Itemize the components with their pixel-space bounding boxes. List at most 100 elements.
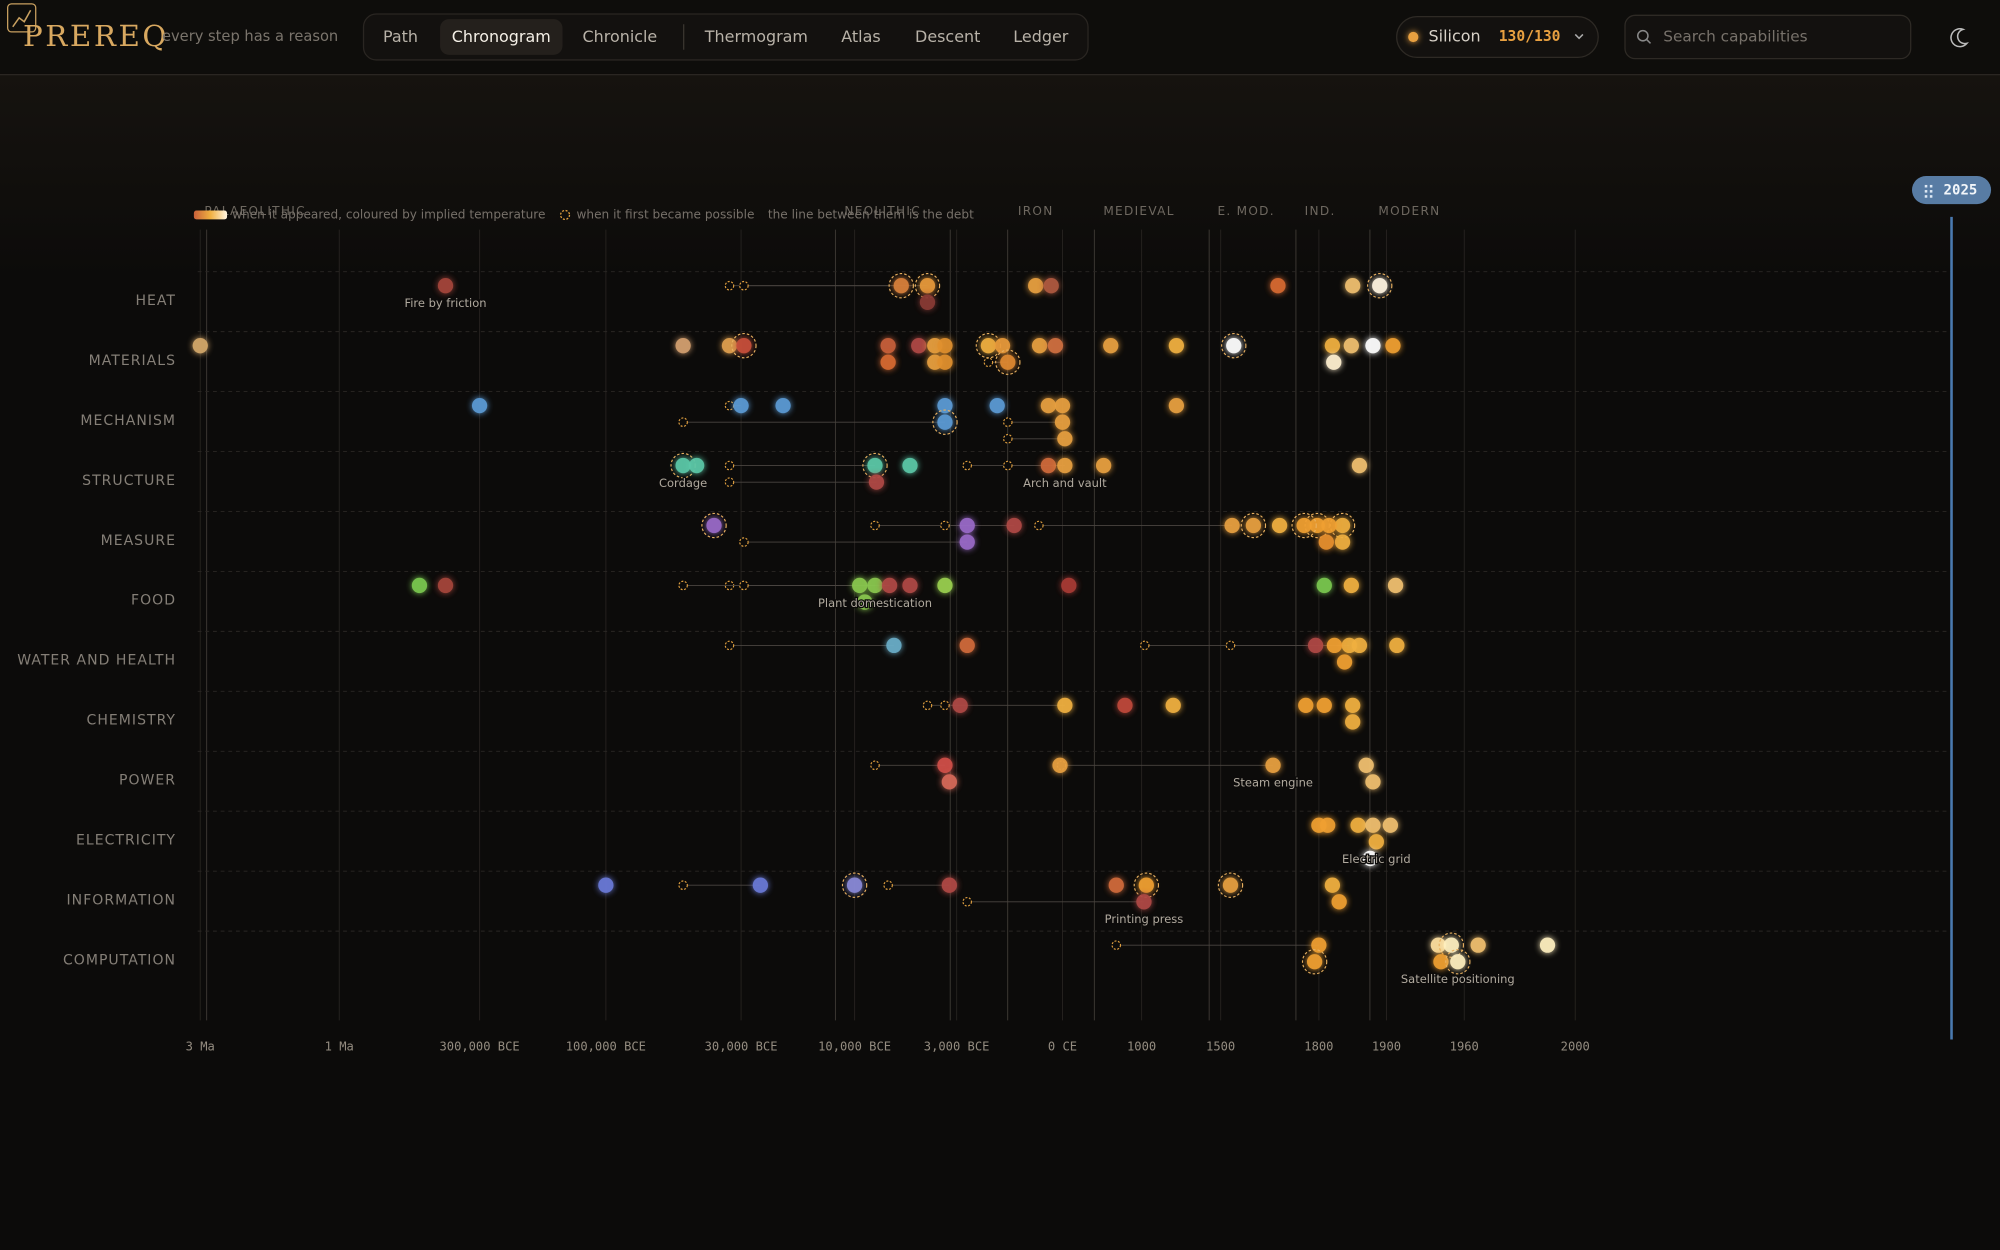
capability-dot[interactable] xyxy=(1443,937,1459,953)
nav-tab[interactable]: Path xyxy=(383,27,418,46)
nav-tab[interactable]: Chronogram xyxy=(452,27,551,46)
capability-dot[interactable] xyxy=(902,577,918,594)
nav-tab[interactable]: Ledger xyxy=(1013,27,1068,46)
chevron-icon[interactable] xyxy=(1574,33,1584,40)
active-tab-bg[interactable] xyxy=(440,19,563,55)
capability-dot[interactable] xyxy=(980,338,997,354)
capability-dot[interactable] xyxy=(1040,397,1057,414)
capability-dot[interactable] xyxy=(1326,354,1342,370)
capability-dot[interactable] xyxy=(775,397,791,414)
capability-dot[interactable] xyxy=(437,278,454,294)
capability-dot[interactable] xyxy=(1006,517,1022,534)
capability-dot[interactable] xyxy=(471,397,488,414)
capability-dot[interactable] xyxy=(706,517,722,534)
capability-dot[interactable] xyxy=(1224,517,1240,534)
capability-dot[interactable] xyxy=(1057,697,1073,714)
capability-dot[interactable] xyxy=(852,577,868,594)
capability-dot[interactable] xyxy=(941,877,957,893)
capability-dot[interactable] xyxy=(733,397,749,414)
capability-dot[interactable] xyxy=(1331,894,1347,910)
capability-dot[interactable] xyxy=(411,577,428,594)
capability-dot[interactable] xyxy=(994,338,1011,354)
capability-dot[interactable] xyxy=(1136,894,1152,910)
capability-dot[interactable] xyxy=(1343,577,1359,594)
capability-dot[interactable] xyxy=(937,397,953,414)
capability-dot[interactable] xyxy=(1270,278,1286,294)
capability-dot[interactable] xyxy=(868,474,885,490)
nav-tab[interactable]: Descent xyxy=(915,27,980,46)
capability-dot[interactable] xyxy=(675,338,691,354)
capability-dot[interactable] xyxy=(1057,431,1073,447)
capability-dot[interactable] xyxy=(1345,714,1361,730)
capability-dot[interactable] xyxy=(1318,534,1334,550)
capability-dot[interactable] xyxy=(1138,877,1154,893)
nav-tab[interactable]: Atlas xyxy=(841,27,880,46)
capability-dot[interactable] xyxy=(1043,278,1059,294)
capability-dot[interactable] xyxy=(867,577,883,594)
capability-dot[interactable] xyxy=(1117,697,1133,714)
capability-dot[interactable] xyxy=(1450,954,1466,970)
capability-dot[interactable] xyxy=(688,457,705,474)
capability-dot[interactable] xyxy=(1358,757,1374,773)
capability-dot[interactable] xyxy=(1385,338,1401,354)
capability-dot[interactable] xyxy=(1226,338,1242,354)
capability-dot[interactable] xyxy=(1350,817,1366,833)
capability-dot[interactable] xyxy=(1345,697,1361,714)
capability-dot[interactable] xyxy=(437,577,454,594)
capability-dot[interactable] xyxy=(1389,637,1405,654)
capability-dot[interactable] xyxy=(1108,877,1124,893)
capability-dot[interactable] xyxy=(1343,338,1359,354)
capability-dot[interactable] xyxy=(1165,697,1181,714)
nav-tab[interactable]: Thermogram xyxy=(704,27,808,46)
capability-dot[interactable] xyxy=(881,577,898,594)
capability-dot[interactable] xyxy=(1430,937,1447,953)
capability-dot[interactable] xyxy=(721,338,738,354)
capability-dot[interactable] xyxy=(1336,654,1353,670)
capability-dot[interactable] xyxy=(736,338,752,354)
capability-dot[interactable] xyxy=(598,877,614,893)
capability-dot[interactable] xyxy=(192,338,208,354)
capability-dot[interactable] xyxy=(1365,774,1381,790)
capability-dot[interactable] xyxy=(1351,457,1368,474)
capability-dot[interactable] xyxy=(1306,954,1323,970)
capability-dot[interactable] xyxy=(989,397,1005,414)
capability-dot[interactable] xyxy=(1057,457,1073,474)
capability-dot[interactable] xyxy=(1245,517,1262,534)
capability-dot[interactable] xyxy=(880,354,896,370)
capability-dot[interactable] xyxy=(1345,278,1361,294)
capability-dot[interactable] xyxy=(1320,817,1336,833)
capability-dot[interactable] xyxy=(1309,517,1325,534)
capability-dot[interactable] xyxy=(1168,397,1185,414)
capability-dot[interactable] xyxy=(1334,534,1351,550)
capability-dot[interactable] xyxy=(937,414,953,430)
capability-dot[interactable] xyxy=(911,338,927,354)
capability-dot[interactable] xyxy=(1000,354,1016,370)
capability-dot[interactable] xyxy=(1362,850,1378,867)
capability-dot[interactable] xyxy=(1040,457,1057,474)
capability-dot[interactable] xyxy=(1334,517,1351,534)
capability-dot[interactable] xyxy=(1052,757,1068,773)
capability-dot[interactable] xyxy=(1222,877,1239,893)
nav-tab[interactable]: Chronicle xyxy=(583,27,658,46)
capability-dot[interactable] xyxy=(1028,278,1044,294)
capability-dot[interactable] xyxy=(959,637,975,654)
capability-dot[interactable] xyxy=(1351,637,1368,654)
capability-dot[interactable] xyxy=(1047,338,1064,354)
capability-dot[interactable] xyxy=(937,338,953,354)
capability-dot[interactable] xyxy=(959,534,975,550)
scope-count[interactable]: 130/130 xyxy=(1499,28,1561,45)
search-box[interactable] xyxy=(1624,14,1912,60)
capability-dot[interactable] xyxy=(959,517,975,534)
capability-dot[interactable] xyxy=(893,278,909,294)
capability-dot[interactable] xyxy=(846,877,863,893)
capability-dot[interactable] xyxy=(937,354,953,370)
capability-dot[interactable] xyxy=(919,278,936,294)
capability-dot[interactable] xyxy=(1103,338,1119,354)
capability-dot[interactable] xyxy=(1265,757,1281,773)
capability-dot[interactable] xyxy=(1307,637,1324,654)
capability-dot[interactable] xyxy=(1271,517,1288,534)
capability-dot[interactable] xyxy=(1539,937,1556,953)
capability-dot[interactable] xyxy=(1324,338,1341,354)
capability-dot[interactable] xyxy=(937,757,953,773)
capability-dot[interactable] xyxy=(1316,697,1332,714)
